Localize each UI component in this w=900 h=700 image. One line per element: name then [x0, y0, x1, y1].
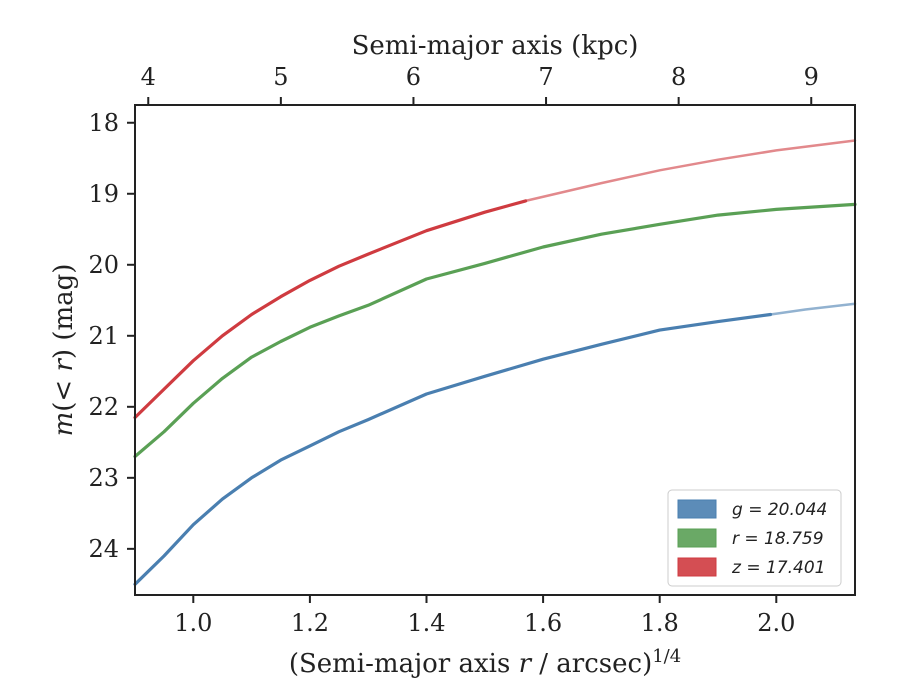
x-tick-label: 1.4	[407, 609, 445, 637]
x-axis-title: (Semi-major axis r / arcsec)1/4	[289, 646, 681, 679]
x-tick-label: 1.2	[291, 609, 329, 637]
plot-frame	[134, 104, 856, 596]
legend-label-2: z = 17.401	[731, 558, 825, 578]
top-tick-label: 8	[671, 63, 686, 91]
top-tick-label: 6	[406, 63, 421, 91]
x-tick-label: 2.0	[757, 609, 795, 637]
x-tick-label: 1.6	[524, 609, 562, 637]
series-line-extension-2	[524, 139, 857, 203]
legend-swatch-2	[677, 557, 717, 577]
y-tick-label: 24	[88, 535, 119, 563]
y-tick-label: 18	[88, 109, 119, 137]
series-line-0	[133, 312, 773, 586]
series-group	[133, 139, 857, 586]
x-axis-top: 4 5 6 7 8 9	[141, 63, 819, 105]
top-axis-title: Semi-major axis (kpc)	[352, 31, 639, 61]
series-line-2	[133, 199, 528, 420]
top-tick-label: 4	[141, 63, 156, 91]
y-tick-label: 21	[88, 322, 119, 350]
y-tick-label: 23	[88, 464, 119, 492]
x-tick-label: 1.8	[641, 609, 679, 637]
legend-swatch-1	[677, 528, 717, 548]
x-tick-label: 1.0	[174, 609, 212, 637]
y-tick-label: 20	[88, 251, 119, 279]
y-tick-label: 22	[88, 393, 119, 421]
legend-label-1: r = 18.759	[732, 529, 824, 549]
top-tick-label: 9	[804, 63, 819, 91]
y-axis-title: m(< r) (mag)	[49, 264, 79, 437]
y-axis-left: 18 19 20 21 22 23 24	[88, 109, 135, 563]
x-axis-bottom: 1.0 1.2 1.4 1.6 1.8 2.0	[174, 595, 795, 637]
legend-label-0: g = 20.044	[732, 500, 827, 520]
top-tick-label: 5	[273, 63, 288, 91]
top-tick-label: 7	[538, 63, 553, 91]
series-line-extension-0	[769, 302, 857, 316]
series-line-1	[133, 202, 857, 459]
legend-swatch-0	[677, 499, 717, 519]
y-tick-label: 19	[88, 180, 119, 208]
legend: g = 20.044 r = 18.759 z = 17.401	[667, 489, 842, 587]
